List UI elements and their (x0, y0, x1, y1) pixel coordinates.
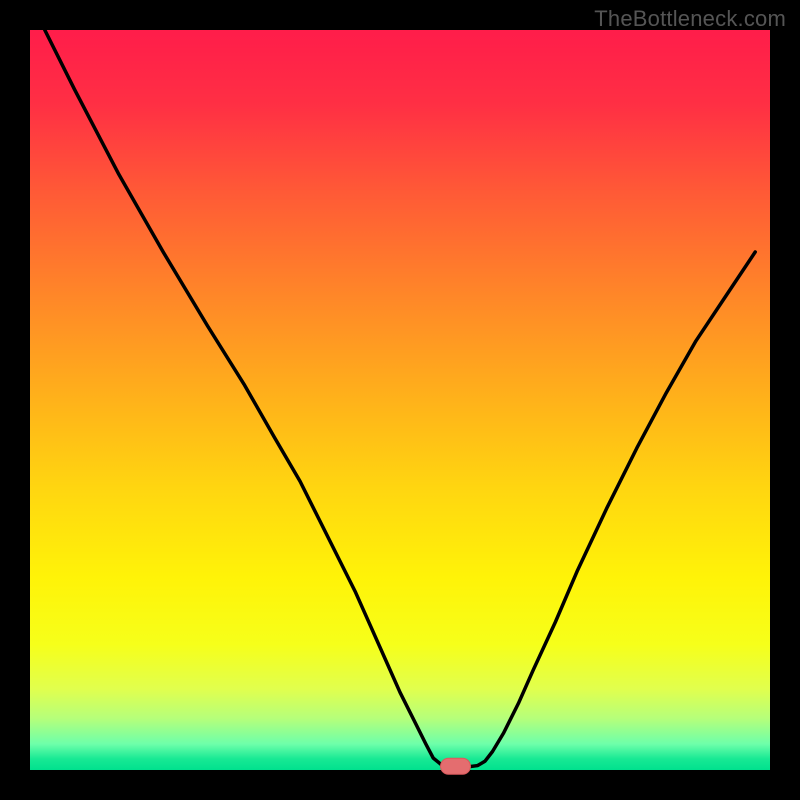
bottleneck-chart (0, 0, 800, 800)
watermark-text: TheBottleneck.com (594, 6, 786, 32)
optimum-marker (441, 758, 471, 774)
plot-background (30, 30, 770, 770)
